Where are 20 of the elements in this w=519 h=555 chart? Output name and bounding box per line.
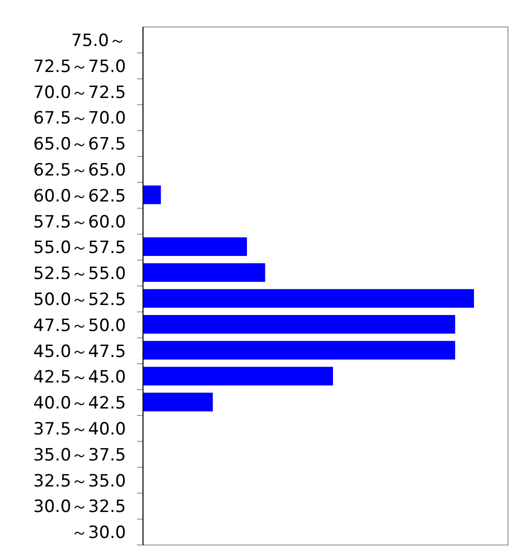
- y-tick-label: ～30.0: [71, 523, 126, 544]
- y-tick-label: 35.0～37.5: [33, 445, 126, 466]
- y-tick-label: 42.5～45.0: [33, 368, 126, 388]
- y-tick-label: 37.5～40.0: [33, 419, 126, 440]
- y-tick-label: 57.5～60.0: [33, 212, 126, 232]
- y-tick-label: 60.0～62.5: [33, 186, 126, 206]
- y-tick-label: 70.0～72.5: [33, 82, 126, 103]
- y-tick-label: 52.5～55.0: [33, 264, 126, 284]
- y-tick-label: 30.0～32.5: [33, 497, 126, 518]
- y-tick-label: 75.0～: [71, 30, 126, 51]
- y-tick-label: 47.5～50.0: [33, 316, 126, 336]
- y-tick-label: 65.0～67.5: [33, 134, 126, 155]
- y-tick-label: 32.5～35.0: [33, 471, 126, 492]
- y-tick-label: 55.0～57.5: [33, 238, 126, 258]
- y-tick-label: 40.0～42.5: [33, 394, 126, 414]
- y-tick-label: 50.0～52.5: [33, 290, 126, 310]
- y-tick-label: 62.5～65.0: [33, 160, 126, 180]
- y-tick-label: 67.5～70.0: [33, 108, 126, 129]
- y-tick-label: 45.0～47.5: [33, 342, 126, 362]
- y-tick-label: 72.5～75.0: [33, 56, 126, 77]
